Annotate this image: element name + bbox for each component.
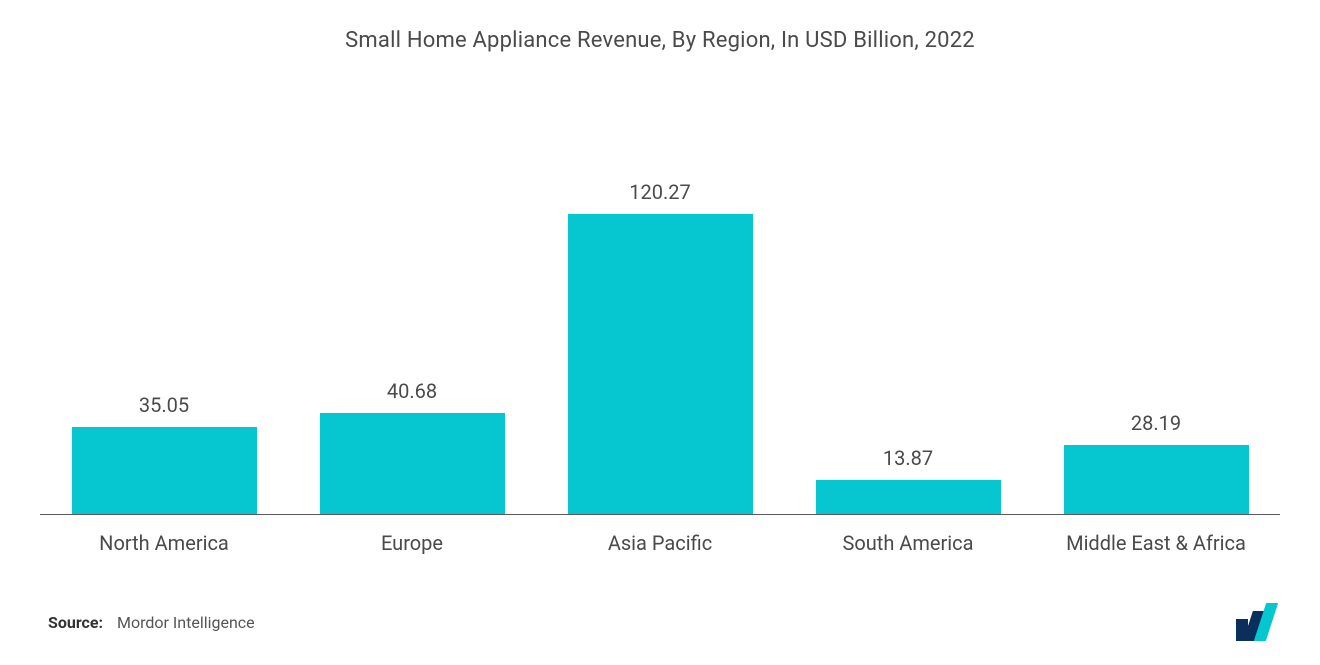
bar-rect (72, 427, 257, 515)
bar-value-label: 35.05 (139, 393, 189, 417)
chart-container: Small Home Appliance Revenue, By Region,… (0, 0, 1320, 665)
chart-title: Small Home Appliance Revenue, By Region,… (0, 0, 1320, 53)
bar-slot: 13.87 (784, 120, 1032, 515)
source-label: Source: (48, 613, 103, 632)
bar-value-label: 120.27 (629, 180, 690, 204)
bar-slot: 35.05 (40, 120, 288, 515)
category-label: Europe (288, 531, 536, 555)
bar-rect (320, 413, 505, 515)
bar-slot: 120.27 (536, 120, 784, 515)
bar-value-label: 28.19 (1131, 411, 1181, 435)
source-text: Mordor Intelligence (117, 613, 255, 632)
bar-value-label: 40.68 (387, 379, 437, 403)
plot-area: 35.05 40.68 120.27 13.87 28.19 (40, 120, 1280, 515)
bar-slot: 40.68 (288, 120, 536, 515)
category-label: Middle East & Africa (1032, 531, 1280, 555)
bar-rect (816, 480, 1001, 515)
source-attribution: Source: Mordor Intelligence (48, 613, 255, 632)
bars-row: 35.05 40.68 120.27 13.87 28.19 (40, 120, 1280, 515)
bar-slot: 28.19 (1032, 120, 1280, 515)
chart-baseline (40, 514, 1280, 515)
bar-rect (568, 214, 753, 515)
bar-value-label: 13.87 (883, 446, 933, 470)
brand-logo-icon (1236, 603, 1272, 641)
category-label: South America (784, 531, 1032, 555)
category-labels-row: North America Europe Asia Pacific South … (40, 531, 1280, 555)
category-label: Asia Pacific (536, 531, 784, 555)
category-label: North America (40, 531, 288, 555)
chart-footer: Source: Mordor Intelligence (48, 603, 1272, 641)
bar-rect (1064, 445, 1249, 515)
